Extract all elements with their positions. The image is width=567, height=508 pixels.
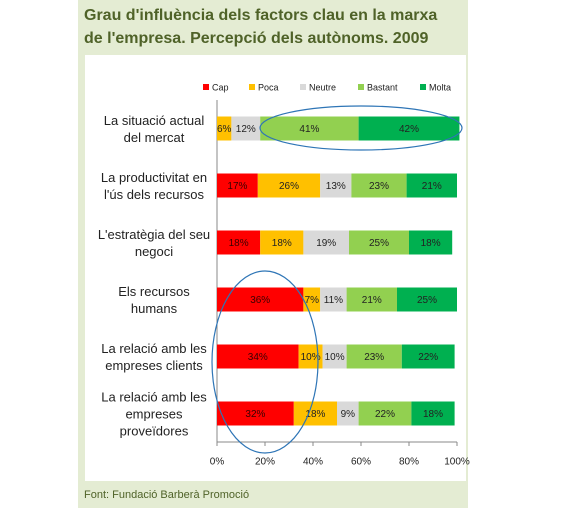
highlight-ellipse [259,105,463,151]
data-label: 6% [217,124,232,135]
highlight-ellipse [211,270,319,454]
bar-segment [411,401,455,426]
data-label: 25% [369,238,389,249]
legend-swatch [358,84,364,90]
data-label: 10% [301,352,321,363]
bar-segment [217,116,232,141]
data-label: 22% [375,409,395,420]
bar-segment [217,173,258,198]
data-label: 26% [279,181,299,192]
bar-segment [401,344,455,369]
data-label: 34% [248,352,268,363]
x-tick-label: 100% [444,457,470,468]
data-label: 21% [422,181,442,192]
legend-swatch [203,84,209,90]
data-label: 9% [341,409,356,420]
data-label: 19% [316,238,336,249]
data-label: 23% [369,181,389,192]
data-label: 22% [418,352,438,363]
source: Font: Fundació Barberà Promoció [84,489,250,501]
data-label: 18% [305,409,325,420]
x-tick-label: 20% [255,457,275,468]
legend-swatch [300,84,306,90]
x-tick-label: 60% [351,457,371,468]
data-label: 36% [250,295,270,306]
bar-segment [320,173,352,198]
bar-segment [217,344,299,369]
category-label: La relació amb les empreses clients [101,340,207,373]
legend-label: Poca [258,82,279,92]
bar-segment [409,230,453,255]
bar-segment [320,287,347,312]
bar-segment [303,230,349,255]
data-label: 18% [229,238,249,249]
bar-segment [337,401,359,426]
category-label: L'estratègia del seu negoci [97,226,211,259]
bar-segment [358,116,460,141]
bar-segment [397,287,457,312]
bar-segment [358,401,412,426]
data-label: 10% [325,352,345,363]
category-label: La relació amb les empreses proveïdores [101,389,207,438]
x-tick-label: 0% [210,457,225,468]
data-label: 42% [399,124,419,135]
legend-label: Cap [212,82,229,92]
x-tick-label: 80% [399,457,419,468]
data-label: 13% [326,181,346,192]
legend-label: Bastant [367,82,398,92]
data-label: 12% [236,124,256,135]
data-label: 17% [227,181,247,192]
category-label: Els recursos humans [118,283,190,316]
legend-label: Molta [429,82,451,92]
bar-segment [322,344,347,369]
bar-segment [346,344,402,369]
bar-segment [260,116,359,141]
legend-label: Neutre [309,82,336,92]
x-tick-label: 40% [303,457,323,468]
data-label: 21% [362,295,382,306]
data-label: 7% [305,295,320,306]
data-label: 41% [299,124,319,135]
data-label: 32% [245,409,265,420]
data-label: 23% [364,352,384,363]
category-label: La productivitat en l'ús dels recursos [100,169,208,202]
data-label: 25% [417,295,437,306]
legend-swatch [249,84,255,90]
bar-segment [217,230,261,255]
legend-swatch [420,84,426,90]
bar-segment [406,173,457,198]
data-label: 18% [423,409,443,420]
data-label: 11% [324,295,343,306]
bar-segment [298,344,323,369]
bar-segment [293,401,337,426]
bar-segment [351,173,407,198]
bar-segment [260,230,304,255]
bar-segment [257,173,321,198]
data-label: 18% [421,238,441,249]
category-label: La situació actual del mercat [103,112,205,145]
bar-segment [217,401,294,426]
data-label: 18% [272,238,292,249]
chart-title: Grau d'influència dels factors clau en l… [84,7,438,47]
bar-segment [303,287,321,312]
bar-segment [349,230,409,255]
bar-segment [346,287,397,312]
bar-segment [231,116,261,141]
